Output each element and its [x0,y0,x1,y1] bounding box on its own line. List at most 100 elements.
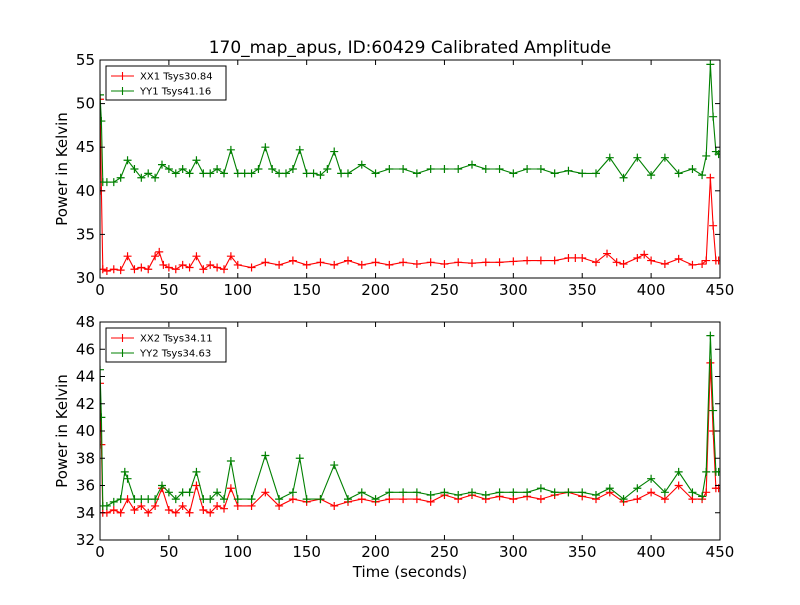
data-point [660,260,669,269]
data-point [164,263,173,272]
data-point [130,506,139,515]
data-point [385,495,394,504]
x-tick-label: 150 [292,281,321,299]
data-point [226,456,235,465]
data-point [523,256,532,265]
data-point [185,508,194,517]
data-point [309,169,318,178]
data-point [275,495,284,504]
data-point [288,495,297,504]
data-point [155,247,164,256]
data-point [660,488,669,497]
data-point [633,484,642,493]
data-point [330,260,339,269]
series-line [100,362,719,514]
data-point [151,252,160,261]
chart-panel-1: 0 50 100 150 200 250 300 350 400 450 30 35 40 45 50 55 P… [53,51,734,299]
series-line [100,64,719,183]
data-point [523,165,532,173]
data-point [619,495,628,504]
data-point [412,169,421,178]
x-tick-label: 250 [430,281,459,299]
data-point [619,173,628,182]
data-point [714,467,720,476]
data-point [698,171,707,180]
legend: XX1 Tsys30.84 YY1 Tsys41.16 [105,65,227,101]
data-point [171,265,180,274]
data-point [247,501,256,510]
data-point [109,178,118,187]
data-point [137,263,146,272]
data-point [100,379,104,388]
data-point [592,491,600,500]
data-point [330,501,339,510]
data-point [603,249,612,258]
data-point [714,256,720,265]
data-point [550,169,559,178]
data-point [454,491,463,500]
data-point [674,169,683,178]
data-point [536,484,545,493]
data-point [109,265,118,274]
x-tick-label: 100 [223,281,252,299]
x-tick-label: 450 [706,281,735,299]
data-point [688,165,697,173]
data-point [316,258,325,267]
data-point [426,491,435,500]
data-point [647,474,656,483]
data-point [440,165,449,173]
legend-marker [118,349,127,357]
data-point [426,497,435,506]
data-point [357,260,366,269]
data-point [102,178,111,187]
data-point [702,488,711,497]
data-point [509,169,518,178]
series-1 [100,95,720,276]
x-tick-label: 350 [568,281,597,299]
data-point [371,495,380,504]
data-point [371,258,380,267]
data-point [688,495,697,504]
y-axis-label: Power in Kelvin [53,112,71,226]
data-point [206,508,215,517]
data-point [706,173,715,182]
data-point [592,258,600,267]
data-point [137,501,146,510]
y-axis-label: Power in Kelvin [53,374,71,488]
data-point [178,260,187,269]
data-point [578,169,587,178]
y-tick-label: 46 [76,340,95,358]
data-point [440,260,449,269]
x-tick-label: 450 [706,543,735,561]
legend-marker [118,87,127,95]
data-point [261,451,270,460]
data-point [109,497,118,506]
data-point [102,267,111,276]
data-point [640,250,649,259]
x-tick-label: 0 [95,543,105,561]
legend-label: YY2 Tsys34.63 [139,349,211,360]
data-point [698,492,707,501]
data-point [213,488,222,497]
data-point [130,265,139,274]
data-point [633,495,642,504]
data-point [674,481,683,490]
x-tick-label: 200 [361,281,390,299]
y-tick-label: 45 [76,138,95,156]
data-point [688,488,697,497]
data-point [213,165,222,173]
data-point [426,258,435,267]
data-point [714,150,720,159]
data-point [399,165,408,173]
data-point [151,495,160,504]
data-point [440,488,449,497]
data-point [144,495,153,504]
data-point [709,112,718,121]
data-point [261,488,270,497]
data-point [605,484,614,493]
data-point [578,488,587,497]
data-point [495,488,504,497]
data-point [247,263,256,272]
plot-area [100,331,720,517]
data-point [261,143,270,152]
